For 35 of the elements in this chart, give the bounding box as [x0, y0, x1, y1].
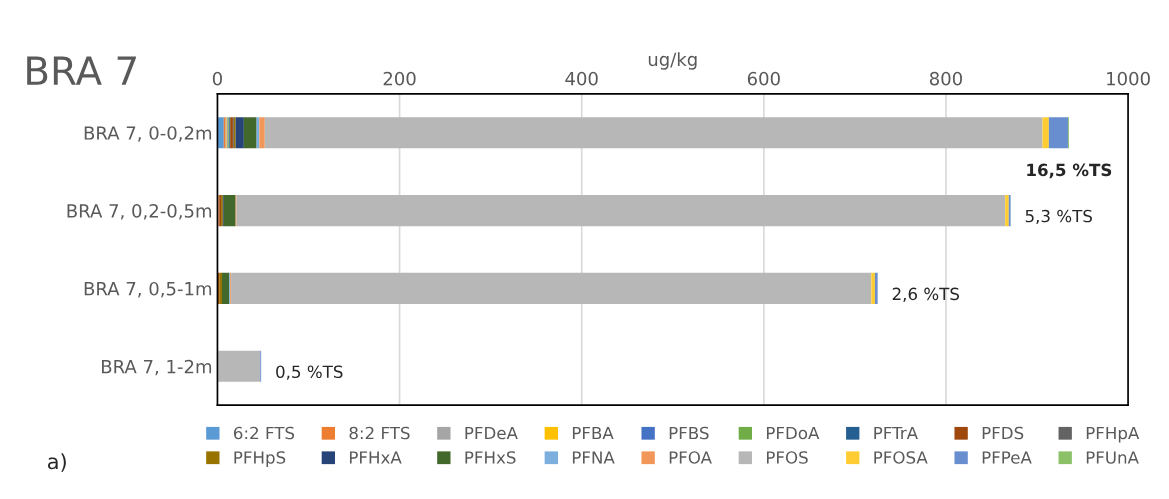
x-tick-label: 0 — [212, 71, 222, 86]
legend-label: PFOSA — [874, 451, 928, 464]
annotation: 5,3 %TS — [1025, 209, 1092, 225]
x-tick-label: 1000 — [1107, 71, 1150, 86]
legend-label: PFHpA — [1086, 426, 1140, 443]
legend-label: PFHxS — [465, 451, 516, 464]
annotation: 16,5 %TS — [1027, 163, 1112, 179]
legend-label: PFHpS — [234, 451, 286, 468]
legend-label: PFHxA — [349, 451, 402, 464]
x-tick-label: 800 — [929, 71, 962, 86]
legend-label: PFTrA — [874, 426, 918, 440]
legend-label: 6:2 FTS — [234, 426, 295, 440]
y-tick-label: BRA 7, 0,2-0,5m — [67, 204, 212, 220]
y-tick-label: BRA 7, 0-0,2m — [84, 126, 212, 142]
legend-label: PFDS — [982, 426, 1024, 440]
x-axis-title: ug/kg — [648, 52, 697, 70]
legend-label: PFOS — [766, 451, 808, 464]
legend-label: PFPeA — [982, 451, 1032, 464]
x-tick-label: 200 — [383, 71, 416, 86]
legend-label: PFBA — [572, 426, 614, 440]
x-tick-label: 400 — [565, 71, 598, 86]
legend-label: PFUnA — [1086, 451, 1139, 464]
x-tick-label: 600 — [747, 71, 780, 86]
annotation: 2,6 %TS — [892, 287, 960, 302]
legend-label: PFOA — [669, 451, 712, 464]
text: a) — [48, 453, 66, 472]
legend-label: 8:2 FTS — [349, 426, 410, 440]
chart-title: BRA 7 — [27, 56, 136, 85]
legend-label: PFBS — [669, 426, 709, 440]
annotation: 0,5 %TS — [276, 365, 343, 380]
legend-label: PFDoA — [766, 426, 820, 440]
legend-label: PFDeA — [465, 426, 518, 440]
y-tick-label: BRA 7, 0,5-1m — [84, 281, 212, 298]
legend-label: PFNA — [572, 451, 615, 464]
y-tick-label: BRA 7, 1-2m — [102, 359, 212, 376]
